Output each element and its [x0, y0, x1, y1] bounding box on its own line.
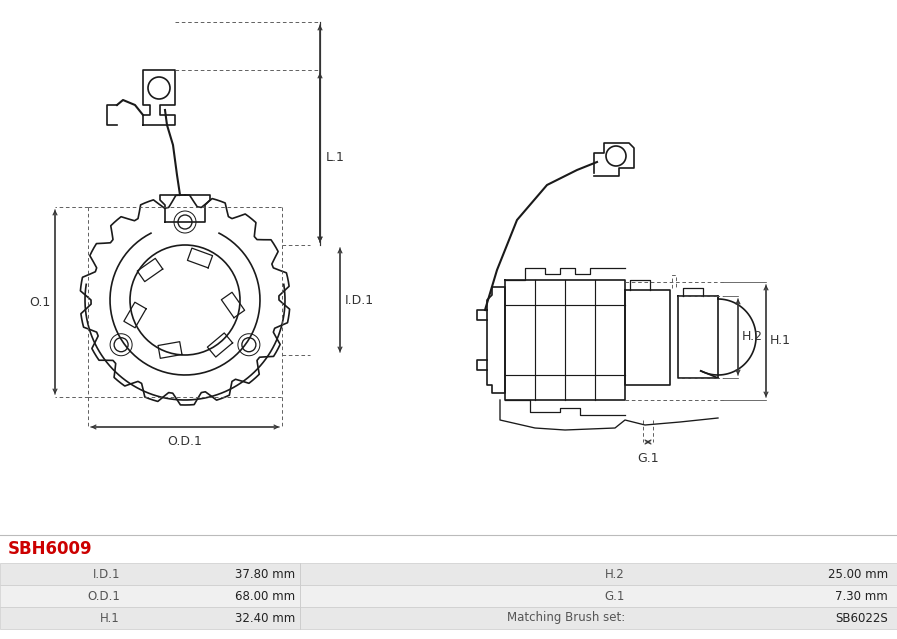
Text: SB6022S: SB6022S: [835, 612, 888, 624]
Text: H.2: H.2: [605, 567, 625, 580]
Bar: [300, 585, 897, 607]
Text: H.1: H.1: [100, 612, 120, 624]
Text: 32.40 mm: 32.40 mm: [235, 612, 295, 624]
Text: G.1: G.1: [637, 452, 658, 465]
Text: 68.00 mm: 68.00 mm: [235, 590, 295, 603]
Bar: [300, 607, 897, 629]
Text: H.2: H.2: [742, 330, 763, 344]
Text: 7.30 mm: 7.30 mm: [835, 590, 888, 603]
Bar: [0, 563, 300, 585]
Text: Matching Brush set:: Matching Brush set:: [507, 612, 625, 624]
Text: O.D.1: O.D.1: [87, 590, 120, 603]
Text: G.1: G.1: [605, 590, 625, 603]
Bar: [300, 563, 897, 585]
Text: O.D.1: O.D.1: [168, 435, 203, 448]
Text: I.D.1: I.D.1: [345, 293, 374, 307]
Bar: [0, 607, 300, 629]
Text: O.1: O.1: [29, 295, 50, 309]
Text: SBH6009: SBH6009: [8, 540, 92, 558]
Text: I.D.1: I.D.1: [92, 567, 120, 580]
Text: H.1: H.1: [770, 334, 791, 348]
Bar: [0, 585, 300, 607]
Text: 25.00 mm: 25.00 mm: [828, 567, 888, 580]
Text: L.1: L.1: [326, 151, 344, 164]
Text: 37.80 mm: 37.80 mm: [235, 567, 295, 580]
